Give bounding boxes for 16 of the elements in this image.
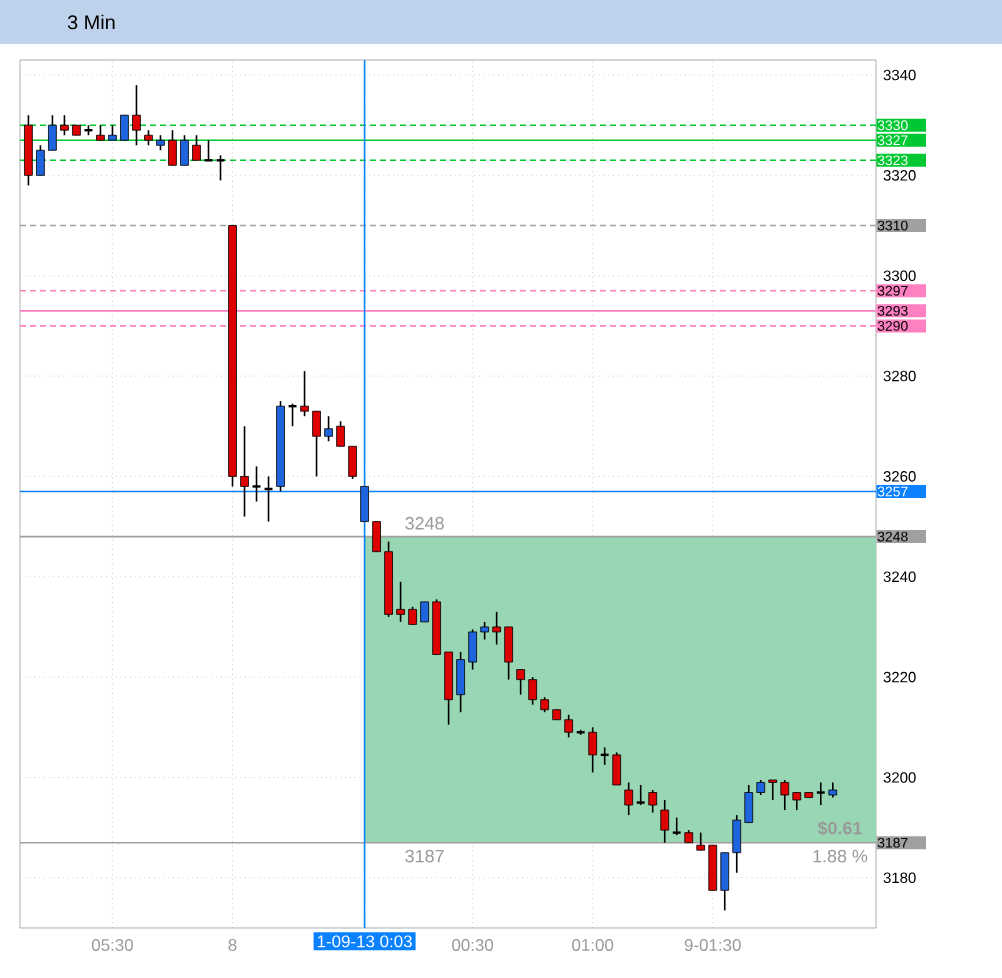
annotation: 3248: [405, 516, 444, 530]
chart-title: 3 Min: [67, 14, 115, 30]
x-tick-label: 01:00: [572, 939, 614, 951]
candlestick: [624, 781, 634, 816]
x-tick-label: 00:30: [452, 939, 494, 951]
annotation: 3187: [405, 849, 444, 863]
candlestick: [251, 465, 262, 503]
x-tick-label: 1-09-13 0:03: [317, 935, 412, 948]
candlestick: [215, 154, 226, 182]
candlestick: [203, 139, 214, 162]
candlestick: [660, 799, 670, 844]
x-tick-label: 9-01:30: [684, 939, 741, 951]
x-tick-label: 8: [228, 939, 237, 951]
annotation: 1.88 %: [813, 849, 868, 863]
annotation: $0.61: [817, 820, 862, 836]
x-tick-label: 05:30: [91, 939, 133, 951]
